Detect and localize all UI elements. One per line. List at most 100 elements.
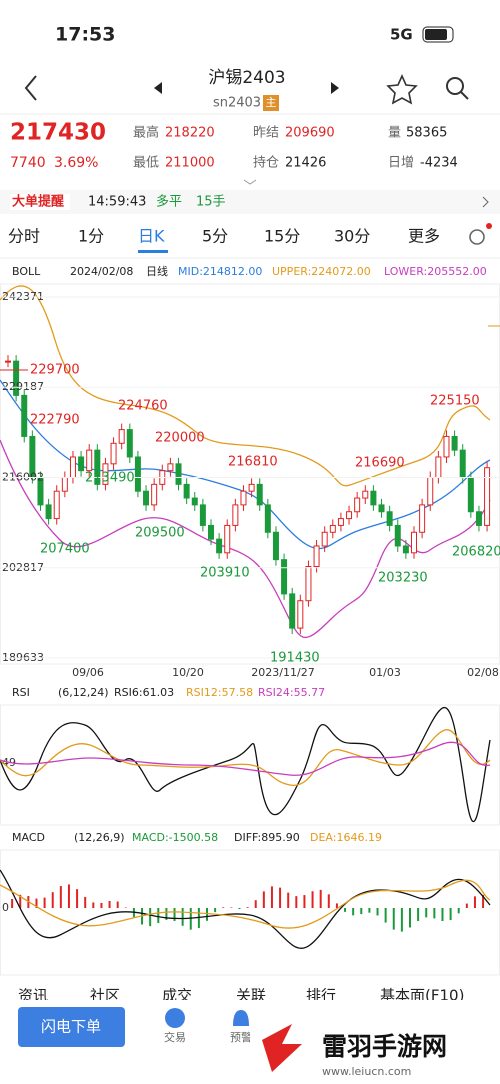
candle <box>191 497 198 506</box>
candle <box>272 531 279 561</box>
x-tick-label: 10/20 <box>172 666 204 679</box>
macd-panel <box>0 849 500 976</box>
candle <box>484 467 491 526</box>
candle <box>321 531 328 547</box>
price-label: 203230 <box>378 571 428 586</box>
candle <box>208 524 214 540</box>
field-value: 218220 <box>165 126 215 141</box>
boll-mid: MID:214812.00 <box>178 265 262 278</box>
boll-upper: UPPER:224072.00 <box>272 265 371 278</box>
macd[interactable]: MACD <box>12 831 45 844</box>
trade-icon[interactable] <box>165 1008 185 1028</box>
field-value: -4234 <box>420 156 458 171</box>
rsi6: RSI6:61.03 <box>114 686 174 699</box>
ticker-size: 15手 <box>196 195 226 210</box>
alert-icon[interactable] <box>233 1010 249 1026</box>
candle <box>232 504 239 526</box>
candle <box>264 504 271 533</box>
candle <box>475 511 482 526</box>
search[interactable] <box>446 77 464 95</box>
field-value: 211000 <box>165 156 215 171</box>
back[interactable] <box>24 75 37 101</box>
rsi[interactable]: RSI <box>12 686 30 699</box>
rsi24: RSI24:55.77 <box>258 686 325 699</box>
rsi12-line <box>0 729 491 786</box>
field-label: 持仓 <box>253 156 279 171</box>
price-label: 216810 <box>228 455 278 470</box>
candle <box>86 449 93 472</box>
candle <box>459 449 466 479</box>
tab[interactable]: 日K <box>138 227 165 246</box>
tab[interactable]: 更多 <box>408 227 440 246</box>
ticker-more[interactable] <box>482 196 489 208</box>
candle <box>175 463 182 485</box>
candle <box>45 504 52 520</box>
field-label: 最低 <box>133 156 159 171</box>
tab-underline <box>138 250 168 253</box>
price-label: 206820 <box>452 545 500 560</box>
candle <box>248 483 255 492</box>
candle <box>256 483 263 506</box>
watermark-name: 雷羽手游网 <box>322 1032 447 1061</box>
boll-upper-line <box>0 285 491 487</box>
rsi12: RSI12:57.58 <box>186 686 253 699</box>
diff-line <box>0 869 491 949</box>
price-label: 225150 <box>430 394 480 409</box>
flash-order[interactable] <box>18 1007 125 1047</box>
price-label: 224760 <box>118 399 168 414</box>
candle <box>354 497 361 513</box>
tab[interactable]: 1分 <box>78 227 104 246</box>
price-label: 220000 <box>155 431 205 446</box>
rsi24-line <box>0 741 491 776</box>
candle <box>386 511 393 526</box>
candle <box>329 524 336 533</box>
expand[interactable] <box>243 179 257 185</box>
dea-line <box>0 879 491 929</box>
macd-params: (12,26,9) <box>74 831 125 844</box>
title: 沪锡2403 <box>208 68 285 88</box>
diff: DIFF:895.90 <box>234 831 300 844</box>
dea: DEA:1646.19 <box>310 831 382 844</box>
tab[interactable]: 分时 <box>8 227 40 246</box>
candle <box>199 504 206 526</box>
next[interactable] <box>331 82 339 94</box>
x-tick-label: 01/03 <box>369 666 401 679</box>
candle <box>370 490 377 506</box>
candle <box>394 524 401 547</box>
candle <box>402 545 409 554</box>
tab[interactable]: 30分 <box>334 227 370 246</box>
star[interactable] <box>386 74 418 105</box>
status-bar: 17:53 5G <box>55 24 454 46</box>
x-tick-label: 2023/11/27 <box>251 666 314 679</box>
price-label: 213490 <box>85 471 135 486</box>
settings[interactable] <box>469 229 485 245</box>
candle <box>305 566 312 602</box>
candle <box>110 442 117 465</box>
ticker-bg <box>0 190 500 214</box>
candle <box>126 429 133 458</box>
nav-bar: 沪锡2403 sn2403 主 <box>24 68 469 111</box>
candle <box>134 456 141 492</box>
network: 5G <box>390 26 413 44</box>
tab[interactable]: 15分 <box>264 227 300 246</box>
candle <box>143 490 150 506</box>
candle <box>69 456 76 479</box>
macd-zero: 0 <box>2 901 9 914</box>
candle <box>443 435 450 458</box>
badge: 主 <box>266 96 277 109</box>
boll[interactable]: BOLL <box>12 265 41 278</box>
trade-label: 交易 <box>164 1030 186 1044</box>
tab[interactable]: 5分 <box>202 227 228 246</box>
price-label: 222790 <box>30 413 80 428</box>
prev[interactable] <box>154 82 162 94</box>
price: 217430 <box>10 120 106 146</box>
field-value: 209690 <box>285 126 335 141</box>
price-label: 191430 <box>270 651 320 666</box>
boll-legend: BOLL 2024/02/08 日线 MID:214812.00 UPPER:2… <box>12 264 487 278</box>
dot <box>486 223 492 229</box>
battery <box>422 26 454 43</box>
macd-value: MACD:-1500.58 <box>132 831 218 844</box>
rsi-params: (6,12,24) <box>58 686 109 699</box>
ticker-badge: 大单提醒 <box>12 194 64 210</box>
